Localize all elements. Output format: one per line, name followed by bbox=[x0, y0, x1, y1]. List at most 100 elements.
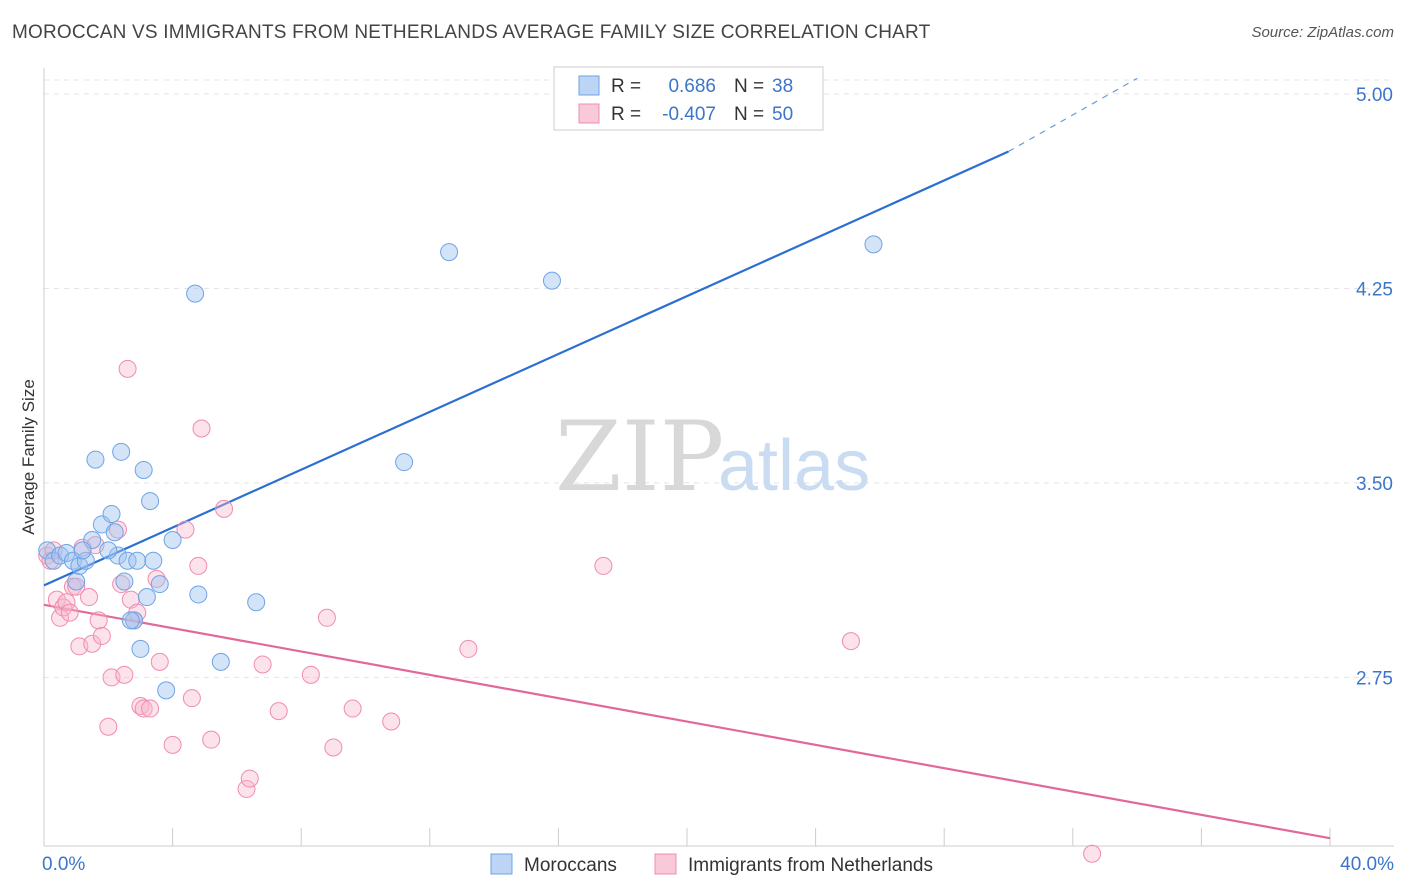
stat-n-label-1: N = bbox=[734, 76, 764, 97]
point-moroccans-23 bbox=[144, 551, 163, 570]
legend-label-moroccans: Moroccans bbox=[524, 855, 617, 876]
point-netherlands-31 bbox=[163, 735, 182, 754]
point-netherlands-16 bbox=[92, 626, 111, 645]
pink-swatch bbox=[578, 103, 600, 124]
point-moroccans-31 bbox=[395, 453, 414, 472]
point-moroccans-9 bbox=[86, 450, 105, 469]
point-netherlands-17 bbox=[99, 717, 118, 736]
x-ticks bbox=[43, 828, 1331, 846]
stat-n-value-2: 50 bbox=[772, 104, 793, 125]
point-netherlands-37 bbox=[215, 499, 234, 518]
legend-label-netherlands: Immigrants from Netherlands bbox=[688, 855, 933, 876]
point-netherlands-39 bbox=[240, 769, 259, 788]
series-legend: Moroccans Immigrants from Netherlands bbox=[490, 853, 933, 876]
point-moroccans-21 bbox=[137, 588, 156, 607]
point-netherlands-41 bbox=[269, 702, 288, 721]
point-netherlands-28 bbox=[141, 699, 160, 718]
point-netherlands-20 bbox=[112, 575, 131, 594]
stat-r-value-1: 0.686 bbox=[668, 76, 716, 97]
stat-r-label-2: R = bbox=[611, 104, 641, 125]
point-moroccans-28 bbox=[189, 585, 208, 604]
point-netherlands-4 bbox=[51, 608, 70, 627]
x-tick-label-0: 0.0% bbox=[42, 854, 85, 875]
point-moroccans-35 bbox=[99, 541, 118, 560]
point-netherlands-19 bbox=[108, 520, 127, 539]
point-moroccans-33 bbox=[542, 271, 561, 290]
point-netherlands-38 bbox=[237, 779, 256, 798]
point-netherlands-12 bbox=[80, 588, 99, 607]
trend-line-moroccans bbox=[43, 150, 1009, 587]
point-moroccans-36 bbox=[73, 541, 92, 560]
point-netherlands-36 bbox=[202, 730, 221, 749]
x-tick-labels: 0.0% 40.0% bbox=[42, 854, 1394, 875]
point-netherlands-13 bbox=[83, 634, 102, 653]
point-netherlands-46 bbox=[382, 712, 401, 731]
point-netherlands-6 bbox=[57, 593, 76, 612]
point-netherlands-30 bbox=[150, 652, 169, 671]
point-netherlands-21 bbox=[115, 665, 134, 684]
point-moroccans-7 bbox=[76, 551, 95, 570]
watermark: ZIP atlas bbox=[555, 401, 870, 513]
watermark-zip: ZIP bbox=[555, 401, 724, 513]
trend-lines bbox=[43, 77, 1331, 840]
point-moroccans-30 bbox=[247, 593, 266, 612]
y-tick-label-2: 4.25 bbox=[1356, 279, 1393, 300]
y-tick-labels: 2.75 3.50 4.25 5.00 bbox=[1356, 85, 1393, 690]
point-netherlands-50 bbox=[1083, 844, 1102, 863]
trend-line-moroccans-extension bbox=[1008, 77, 1138, 153]
legend-swatch-moroccans bbox=[490, 853, 513, 875]
point-moroccans-5 bbox=[67, 572, 86, 591]
trend-line-netherlands bbox=[43, 603, 1331, 840]
point-moroccans-29 bbox=[211, 652, 230, 671]
point-netherlands-45 bbox=[343, 699, 362, 718]
point-moroccans-18 bbox=[128, 551, 147, 570]
point-moroccans-25 bbox=[157, 681, 176, 700]
point-moroccans-26 bbox=[163, 530, 182, 549]
point-netherlands-35 bbox=[192, 419, 211, 438]
stat-r-label-1: R = bbox=[611, 76, 641, 97]
stat-r-value-2: -0.407 bbox=[662, 104, 716, 125]
data-points bbox=[38, 235, 1102, 863]
point-netherlands-9 bbox=[67, 577, 86, 596]
point-netherlands-32 bbox=[176, 520, 195, 539]
point-netherlands-44 bbox=[324, 738, 343, 757]
point-netherlands-42 bbox=[301, 665, 320, 684]
point-moroccans-20 bbox=[134, 460, 153, 479]
point-moroccans-15 bbox=[115, 572, 134, 591]
point-moroccans-16 bbox=[118, 551, 137, 570]
stats-legend: R = 0.686 N = 38 R = -0.407 N = 50 bbox=[553, 66, 824, 131]
y-tick-label-0: 2.75 bbox=[1356, 668, 1393, 689]
point-moroccans-27 bbox=[186, 284, 205, 303]
y-tick-label-3: 5.00 bbox=[1356, 85, 1393, 106]
point-netherlands-7 bbox=[60, 603, 79, 622]
source-label: Source: ZipAtlas.com bbox=[1251, 24, 1394, 41]
point-moroccans-14 bbox=[112, 442, 131, 461]
point-netherlands-15 bbox=[89, 611, 108, 630]
watermark-atlas: atlas bbox=[718, 426, 870, 506]
stat-n-value-1: 38 bbox=[772, 76, 793, 97]
y-axis-label: Average Family Size bbox=[19, 379, 38, 535]
grid-lines bbox=[44, 79, 1394, 678]
y-tick-label-1: 3.50 bbox=[1356, 474, 1393, 495]
point-moroccans-11 bbox=[102, 505, 121, 524]
point-moroccans-13 bbox=[108, 546, 127, 565]
point-netherlands-48 bbox=[594, 556, 613, 575]
point-netherlands-40 bbox=[253, 655, 272, 674]
blue-swatch bbox=[578, 75, 600, 96]
axes bbox=[43, 68, 1394, 847]
point-moroccans-37 bbox=[121, 611, 140, 630]
point-netherlands-34 bbox=[189, 556, 208, 575]
point-netherlands-29 bbox=[147, 569, 166, 588]
point-netherlands-33 bbox=[182, 689, 201, 708]
point-netherlands-22 bbox=[118, 359, 137, 378]
legend-swatch-netherlands bbox=[654, 853, 677, 875]
point-netherlands-43 bbox=[317, 608, 336, 627]
chart-title: MOROCCAN VS IMMIGRANTS FROM NETHERLANDS … bbox=[12, 22, 931, 43]
point-netherlands-49 bbox=[841, 632, 860, 651]
point-netherlands-27 bbox=[134, 699, 153, 718]
point-moroccans-24 bbox=[150, 575, 169, 594]
point-moroccans-19 bbox=[131, 639, 150, 658]
point-moroccans-34 bbox=[864, 235, 883, 254]
stat-n-label-2: N = bbox=[734, 104, 764, 125]
